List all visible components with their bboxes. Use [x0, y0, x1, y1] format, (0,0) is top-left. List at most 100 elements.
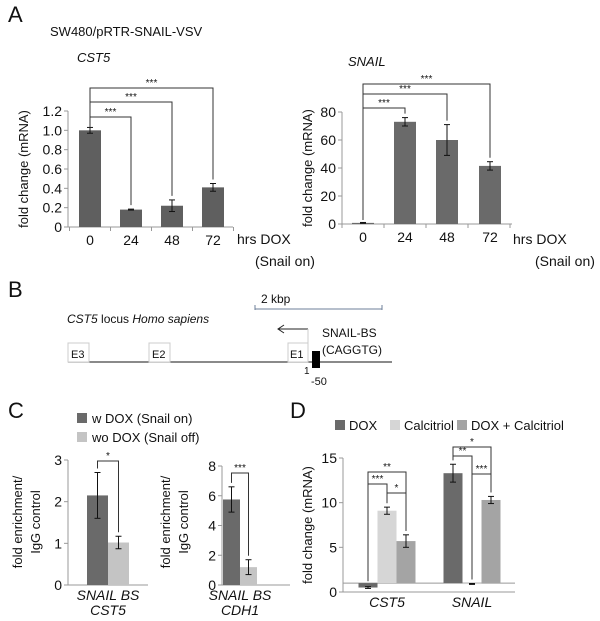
- legend-label: DOX + Calcitriol: [471, 418, 564, 433]
- locus-label: CST5 locus Homo sapiens: [67, 312, 209, 326]
- significance-bracket: [362, 83, 491, 220]
- locus-species: Homo sapiens: [132, 312, 209, 326]
- chart-title: CST5: [77, 50, 111, 65]
- bar: [161, 205, 183, 227]
- panel-letter-a: A: [8, 2, 23, 27]
- position-minus-50: -50: [311, 376, 327, 388]
- significance-label: ***: [421, 74, 433, 85]
- bar: [202, 187, 224, 227]
- bar: [108, 542, 129, 585]
- y-axis-label: fold change (mRNA): [300, 109, 315, 227]
- x-axis-label: hrs DOX: [237, 231, 291, 247]
- y-tick-label: 40: [320, 160, 336, 176]
- site-motif: (CAGGTG): [322, 343, 382, 357]
- legend-swatch: [335, 420, 345, 430]
- charts: 00.20.40.60.81.01.20 24 48 72*********fold …: [10, 50, 595, 618]
- x-tick-label: 0: [86, 232, 94, 248]
- x-tick-label: 48: [439, 229, 455, 245]
- x-axis-label: hrs DOX: [513, 231, 567, 247]
- x-axis-label-sub: (Snail on): [255, 253, 315, 269]
- significance-label: ***: [146, 78, 158, 89]
- x-axis-label-sub: (Snail on): [535, 253, 595, 269]
- y-tick-label: 0.2: [43, 200, 63, 216]
- y-axis-label: fold change (mRNA): [16, 110, 31, 228]
- legend-label: DOX: [349, 418, 378, 433]
- x-tick-label: 72: [482, 229, 498, 245]
- bar: [394, 121, 416, 224]
- cell-line-label: SW480/pRTR-SNAIL-VSV: [50, 24, 203, 39]
- exon-e3: [67, 342, 90, 363]
- legend-label: Calcitriol: [404, 418, 454, 433]
- significance-bracket: [452, 446, 492, 493]
- bar: [443, 473, 463, 584]
- significance-label: ***: [476, 464, 488, 475]
- y-tick-label: 0.4: [43, 180, 63, 196]
- exon-e1: [287, 342, 309, 363]
- x-tick-label: SNAIL: [452, 594, 492, 610]
- x-tick-label: CST5: [90, 602, 126, 618]
- y-tick-label: 10: [321, 495, 337, 511]
- significance-label: ***: [399, 84, 411, 95]
- legend-swatch: [77, 432, 87, 442]
- y-tick-label: 0.6: [43, 161, 63, 177]
- significance-bracket: [97, 460, 119, 533]
- y-tick-label: 20: [320, 188, 336, 204]
- significance-label: ***: [105, 107, 117, 118]
- y-axis-label: fold change (mRNA): [300, 466, 315, 584]
- significance-label: ***: [378, 98, 390, 109]
- x-tick-label: 48: [164, 232, 180, 248]
- y-tick-label: 1.2: [43, 103, 63, 119]
- snail-binding-site: [312, 351, 320, 368]
- y-tick-label: 0.8: [43, 142, 63, 158]
- x-tick-label: CST5: [369, 594, 405, 610]
- significance-bracket: [367, 471, 407, 582]
- significance-label: *: [470, 437, 474, 448]
- chart-title: SNAIL: [348, 54, 386, 69]
- bar: [223, 499, 240, 585]
- y-tick-label: 1: [54, 535, 62, 551]
- y-tick-label: 0: [208, 577, 216, 593]
- y-tick-label: 4: [208, 518, 216, 534]
- y-tick-label: 15: [321, 450, 337, 466]
- bar: [79, 130, 101, 227]
- legend-label: w DOX (Snail on): [91, 411, 192, 426]
- y-tick-label: 2: [208, 547, 216, 563]
- y-tick-label: 1.0: [43, 122, 63, 138]
- panel-letter-d: D: [290, 398, 306, 423]
- y-tick-label: 0: [54, 577, 62, 593]
- x-tick-label: CDH1: [221, 602, 259, 618]
- y-tick-label: 0: [329, 584, 337, 600]
- legend-swatch: [390, 420, 400, 430]
- bar: [358, 583, 378, 588]
- scale-bar-label: 2 kbp: [261, 292, 291, 306]
- position-1: 1: [304, 366, 310, 377]
- chart-a1: 0 0.2 0.4 0.6 0.8 1.0 1.2 0 24 48 72 *** *** *** fold …: [16, 50, 315, 269]
- significance-label: **: [459, 446, 467, 457]
- legend-swatch: [457, 420, 467, 430]
- x-tick-label: 24: [123, 232, 139, 248]
- bar: [436, 140, 458, 224]
- locus-gene: CST5: [67, 312, 98, 326]
- x-tick-label: 24: [397, 229, 413, 245]
- bar: [120, 209, 142, 227]
- panel-letter-c: C: [8, 398, 24, 423]
- significance-label: ***: [234, 463, 246, 474]
- bar: [377, 510, 397, 584]
- panel-letter-b: B: [8, 277, 23, 302]
- y-tick-label: 0: [54, 219, 62, 235]
- significance-label: *: [395, 483, 399, 494]
- x-tick-label: 0: [359, 229, 367, 245]
- y-tick-label: 3: [54, 452, 62, 468]
- cst5-locus-diagram: 2 kbp CST5 locus Homo sapiens E3 E2 E1 S…: [67, 292, 392, 388]
- significance-label: **: [383, 462, 391, 473]
- y-tick-label: 2: [54, 494, 62, 510]
- x-tick-label: 72: [205, 232, 221, 248]
- y-tick-label: 80: [320, 104, 336, 120]
- significance-label: ***: [125, 92, 137, 103]
- y-axis-label: fold enrichment/: [158, 475, 173, 568]
- y-tick-label: 6: [208, 488, 216, 504]
- bar: [240, 567, 257, 585]
